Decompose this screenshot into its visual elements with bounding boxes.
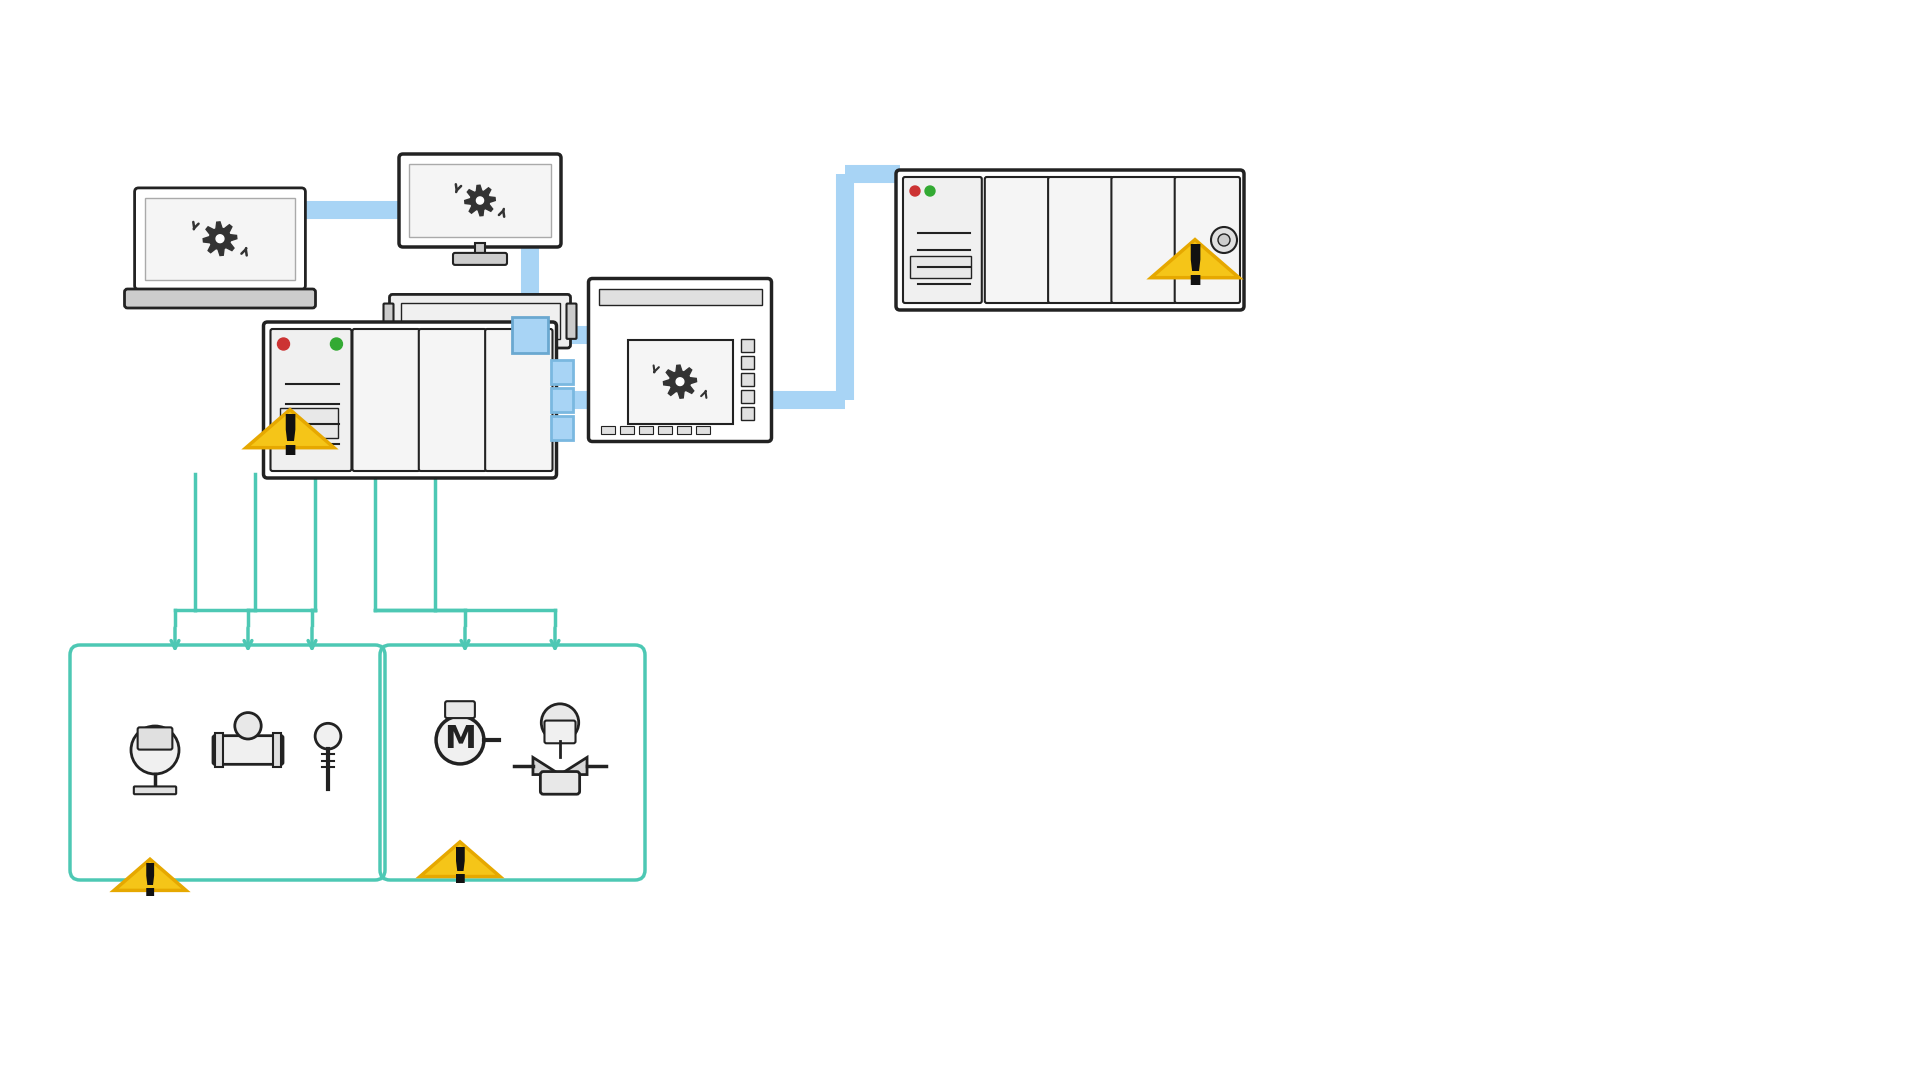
FancyBboxPatch shape [1112,177,1177,303]
FancyBboxPatch shape [657,426,672,433]
FancyBboxPatch shape [676,426,691,433]
FancyBboxPatch shape [474,243,486,255]
FancyBboxPatch shape [551,388,572,411]
FancyBboxPatch shape [1175,177,1240,303]
FancyBboxPatch shape [741,406,753,419]
FancyBboxPatch shape [741,390,753,403]
FancyBboxPatch shape [134,786,177,794]
FancyBboxPatch shape [263,322,557,478]
FancyBboxPatch shape [390,295,570,348]
FancyBboxPatch shape [271,329,351,471]
FancyBboxPatch shape [897,170,1244,310]
FancyBboxPatch shape [486,329,553,471]
Text: M: M [444,725,476,756]
FancyBboxPatch shape [599,288,762,305]
FancyBboxPatch shape [453,253,507,265]
FancyBboxPatch shape [213,735,282,765]
Circle shape [315,724,342,750]
FancyBboxPatch shape [280,408,338,438]
FancyBboxPatch shape [551,360,572,384]
Polygon shape [246,409,334,448]
FancyBboxPatch shape [273,733,280,767]
FancyBboxPatch shape [125,289,315,308]
Text: !: ! [276,413,303,467]
FancyBboxPatch shape [551,416,572,440]
FancyBboxPatch shape [741,338,753,351]
Circle shape [330,338,342,350]
FancyBboxPatch shape [540,771,580,794]
Polygon shape [1150,240,1238,278]
FancyBboxPatch shape [384,303,394,339]
Polygon shape [465,185,495,216]
Polygon shape [534,757,561,774]
Circle shape [278,338,290,350]
FancyBboxPatch shape [419,329,486,471]
FancyBboxPatch shape [902,177,981,303]
Circle shape [910,186,920,195]
FancyBboxPatch shape [401,303,559,339]
FancyBboxPatch shape [601,426,614,433]
FancyBboxPatch shape [741,373,753,386]
FancyBboxPatch shape [1048,177,1114,303]
FancyBboxPatch shape [353,329,420,471]
FancyBboxPatch shape [409,164,551,237]
FancyBboxPatch shape [513,318,547,353]
Text: !: ! [140,862,159,905]
FancyBboxPatch shape [589,279,772,442]
Circle shape [1217,234,1231,246]
Text: !: ! [1183,242,1208,296]
FancyBboxPatch shape [639,426,653,433]
Circle shape [1212,227,1236,253]
FancyBboxPatch shape [138,727,173,750]
FancyBboxPatch shape [741,355,753,368]
FancyBboxPatch shape [628,340,733,423]
Circle shape [541,704,578,741]
Circle shape [131,726,179,774]
FancyBboxPatch shape [985,177,1050,303]
FancyBboxPatch shape [215,733,223,767]
FancyBboxPatch shape [910,256,972,278]
FancyBboxPatch shape [620,426,634,433]
Polygon shape [217,234,225,243]
FancyBboxPatch shape [566,303,576,339]
FancyBboxPatch shape [695,426,710,433]
Text: !: ! [449,845,472,893]
Polygon shape [476,197,484,204]
Circle shape [234,713,261,739]
FancyBboxPatch shape [445,701,474,718]
Polygon shape [561,757,588,774]
Polygon shape [420,842,499,877]
FancyBboxPatch shape [545,720,576,743]
Polygon shape [676,378,684,386]
FancyBboxPatch shape [134,188,305,289]
FancyBboxPatch shape [399,154,561,247]
Polygon shape [204,221,236,256]
Circle shape [436,716,484,764]
FancyBboxPatch shape [144,198,296,280]
Polygon shape [664,365,697,399]
Circle shape [925,186,935,195]
Polygon shape [113,860,186,890]
